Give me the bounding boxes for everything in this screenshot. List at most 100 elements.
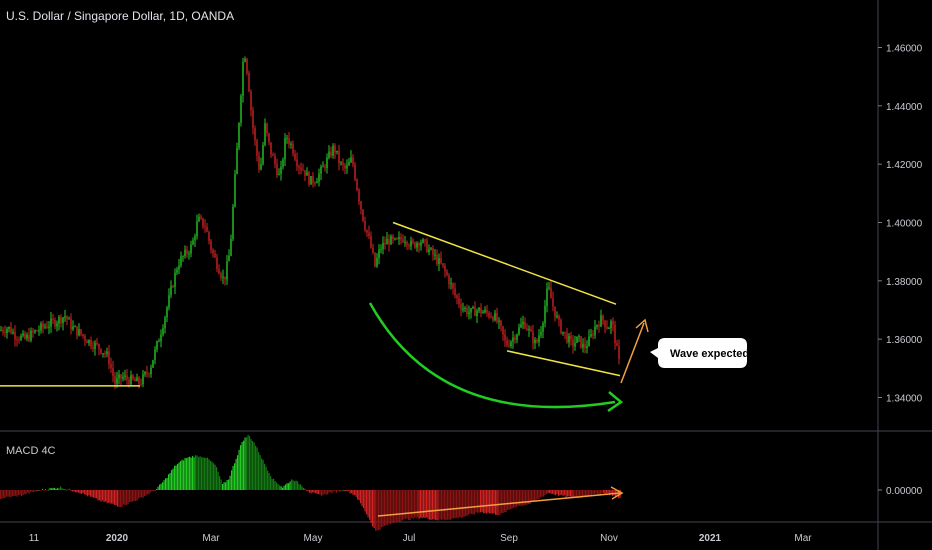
macd-bar bbox=[354, 490, 356, 495]
macd-bar bbox=[349, 490, 351, 494]
candle-body bbox=[276, 164, 278, 175]
candle-body bbox=[468, 312, 470, 315]
candle-body bbox=[342, 162, 344, 166]
candle-body bbox=[320, 166, 322, 174]
candle-body bbox=[210, 240, 212, 250]
macd-bar bbox=[541, 490, 543, 497]
candle-body bbox=[524, 321, 526, 329]
candle-body bbox=[86, 340, 88, 344]
macd-bar bbox=[1, 490, 3, 499]
macd-bar bbox=[426, 490, 428, 518]
macd-bar bbox=[304, 488, 306, 490]
macd-indicator-label[interactable]: MACD 4C bbox=[6, 445, 56, 457]
macd-bar bbox=[526, 490, 528, 505]
macd-bar bbox=[139, 490, 141, 498]
macd-bar bbox=[493, 490, 495, 514]
macd-bar bbox=[181, 459, 183, 490]
macd-bar bbox=[412, 490, 414, 519]
macd-bar bbox=[456, 490, 458, 518]
candle-body bbox=[162, 328, 164, 335]
candle-body bbox=[484, 309, 486, 312]
macd-bar bbox=[288, 483, 290, 490]
macd-bar bbox=[442, 490, 444, 520]
macd-bar bbox=[282, 487, 284, 490]
macd-bar bbox=[160, 483, 162, 490]
macd-bar bbox=[277, 484, 279, 490]
macd-bar bbox=[477, 490, 479, 513]
candle-body bbox=[482, 311, 484, 314]
macd-bar bbox=[66, 489, 68, 491]
macd-bar bbox=[448, 490, 450, 520]
candle-body bbox=[330, 151, 332, 156]
candle-body bbox=[372, 247, 374, 253]
candle-body bbox=[94, 342, 96, 349]
candle-body bbox=[282, 159, 284, 167]
y-tick-label: 1.40000 bbox=[886, 219, 923, 230]
macd-bar bbox=[469, 490, 471, 514]
candle-body bbox=[414, 242, 416, 248]
candle-body bbox=[270, 142, 272, 155]
candle-body bbox=[564, 331, 566, 333]
macd-bar bbox=[430, 490, 432, 520]
candle-body bbox=[336, 150, 338, 153]
candle-body bbox=[138, 377, 140, 384]
macd-bar bbox=[49, 487, 51, 490]
candle-body bbox=[274, 156, 276, 165]
candle-body bbox=[24, 333, 26, 339]
candle-body bbox=[382, 242, 384, 250]
macd-bar bbox=[153, 490, 155, 492]
candle-body bbox=[512, 337, 514, 342]
macd-bar bbox=[144, 490, 146, 497]
candle-body bbox=[298, 166, 300, 168]
candle-body bbox=[180, 256, 182, 266]
macd-bar bbox=[345, 490, 347, 492]
macd-bar bbox=[613, 490, 615, 496]
macd-bar bbox=[421, 490, 423, 519]
macd-bar bbox=[382, 490, 384, 527]
macd-bar bbox=[190, 457, 192, 490]
candle-body bbox=[178, 265, 180, 270]
candle-body bbox=[234, 174, 236, 207]
candle-body bbox=[378, 249, 380, 258]
macd-bar bbox=[12, 490, 14, 496]
candle-body bbox=[326, 157, 328, 168]
candle-body bbox=[194, 236, 196, 241]
candle-body bbox=[568, 335, 570, 343]
macd-bar bbox=[87, 490, 89, 497]
macd-bar bbox=[561, 490, 563, 495]
x-tick-label: Mar bbox=[794, 533, 812, 544]
macd-bar bbox=[25, 490, 27, 495]
macd-bar bbox=[189, 456, 191, 490]
candle-body bbox=[132, 375, 134, 380]
x-tick-label: Nov bbox=[600, 533, 618, 544]
candle-body bbox=[502, 326, 504, 335]
candle-body bbox=[192, 240, 194, 245]
candle-body bbox=[26, 334, 28, 339]
macd-bar bbox=[411, 490, 413, 518]
macd-bar bbox=[558, 490, 560, 496]
candle-body bbox=[400, 237, 402, 240]
macd-bar bbox=[289, 481, 291, 490]
candle-body bbox=[254, 128, 256, 141]
x-tick-label: May bbox=[304, 533, 323, 544]
candle-body bbox=[460, 304, 462, 310]
macd-bar bbox=[417, 490, 419, 517]
candle-body bbox=[224, 276, 226, 280]
candle-body bbox=[544, 305, 546, 324]
macd-bar bbox=[498, 490, 500, 516]
candle-body bbox=[570, 335, 572, 340]
macd-bar bbox=[3, 490, 5, 498]
macd-bar bbox=[61, 488, 63, 490]
candle-body bbox=[338, 150, 340, 164]
candle-body bbox=[606, 327, 608, 329]
macd-bar bbox=[580, 490, 582, 499]
candle-body bbox=[48, 326, 50, 328]
macd-bar bbox=[9, 490, 11, 497]
candle-body bbox=[408, 245, 410, 247]
macd-bar bbox=[111, 490, 113, 504]
macd-bar bbox=[531, 490, 533, 503]
candle-body bbox=[476, 310, 478, 317]
macd-bar bbox=[400, 490, 402, 522]
